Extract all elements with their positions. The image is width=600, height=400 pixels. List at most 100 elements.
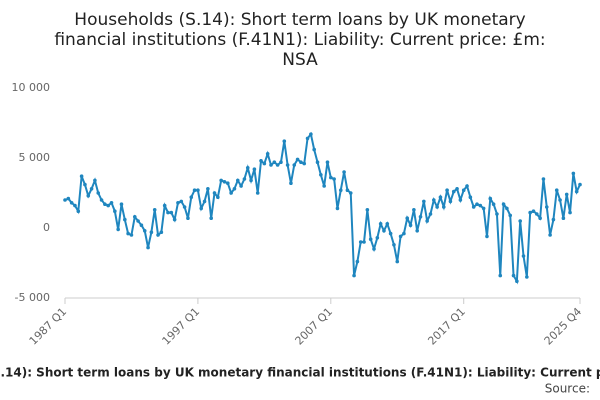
point bbox=[69, 201, 74, 205]
point bbox=[495, 212, 499, 216]
point bbox=[126, 231, 130, 236]
chart-title: financial institutions (F.41N1): Liabili… bbox=[54, 30, 545, 50]
point bbox=[96, 191, 101, 195]
point bbox=[123, 217, 127, 222]
point bbox=[498, 273, 503, 278]
point bbox=[129, 233, 134, 237]
point bbox=[402, 231, 406, 236]
point bbox=[511, 273, 516, 278]
point bbox=[508, 213, 513, 218]
point bbox=[564, 192, 569, 197]
point bbox=[458, 198, 463, 202]
point bbox=[405, 216, 410, 220]
point bbox=[93, 178, 97, 183]
point bbox=[515, 279, 519, 284]
point bbox=[272, 160, 277, 164]
point bbox=[392, 243, 396, 247]
point bbox=[202, 199, 207, 204]
point bbox=[325, 160, 330, 164]
point bbox=[568, 210, 572, 215]
x-tick-group: 1987 Q1 bbox=[27, 305, 70, 348]
point bbox=[79, 174, 84, 178]
x-tick-label: 1997 Q1 bbox=[160, 305, 203, 348]
x-tick-group: 2017 Q1 bbox=[425, 305, 468, 348]
point bbox=[352, 273, 356, 278]
point bbox=[119, 202, 124, 206]
point bbox=[329, 175, 333, 180]
point bbox=[265, 152, 270, 156]
point bbox=[375, 236, 380, 240]
point bbox=[428, 212, 433, 216]
y-tick-label: -5 000 bbox=[15, 291, 50, 304]
point bbox=[73, 203, 77, 208]
point bbox=[159, 230, 164, 234]
point bbox=[136, 219, 140, 223]
point bbox=[525, 275, 529, 279]
point bbox=[422, 199, 426, 204]
point bbox=[461, 188, 466, 192]
point bbox=[152, 208, 157, 212]
point bbox=[378, 222, 383, 226]
point bbox=[169, 210, 174, 215]
point bbox=[86, 194, 91, 198]
point bbox=[372, 247, 376, 251]
point bbox=[242, 177, 247, 181]
point bbox=[275, 163, 280, 167]
point bbox=[415, 229, 419, 233]
point bbox=[319, 173, 323, 177]
y-tick-label: 10 000 bbox=[12, 81, 51, 94]
point bbox=[245, 166, 250, 170]
point bbox=[558, 198, 562, 202]
point bbox=[192, 188, 197, 192]
source: Source: bbox=[545, 382, 590, 396]
point bbox=[382, 229, 386, 233]
point bbox=[388, 231, 393, 236]
point bbox=[166, 210, 170, 215]
point bbox=[551, 217, 556, 222]
point bbox=[249, 178, 253, 183]
point bbox=[521, 254, 526, 258]
point bbox=[574, 189, 579, 194]
point bbox=[149, 230, 154, 234]
point bbox=[83, 182, 87, 187]
point bbox=[285, 163, 290, 167]
point bbox=[505, 206, 509, 211]
point bbox=[222, 180, 227, 184]
point bbox=[235, 178, 240, 183]
point bbox=[478, 203, 483, 208]
point bbox=[338, 188, 343, 192]
point bbox=[252, 167, 257, 171]
point bbox=[475, 202, 479, 206]
x-tick-label: 1987 Q1 bbox=[27, 305, 70, 348]
x-tick-group: 2025 Q4 bbox=[542, 305, 585, 348]
point bbox=[132, 215, 137, 219]
point bbox=[322, 184, 326, 188]
point bbox=[279, 160, 283, 164]
point bbox=[538, 216, 542, 220]
point bbox=[491, 202, 496, 206]
point bbox=[554, 188, 559, 192]
point bbox=[561, 216, 566, 220]
point bbox=[455, 187, 459, 191]
point bbox=[355, 259, 360, 264]
point bbox=[312, 147, 316, 152]
point bbox=[103, 202, 107, 206]
point bbox=[66, 196, 71, 201]
point bbox=[186, 216, 190, 220]
point bbox=[365, 208, 370, 212]
point bbox=[199, 206, 204, 211]
point bbox=[441, 205, 446, 209]
point bbox=[299, 160, 303, 164]
point bbox=[432, 198, 436, 202]
point bbox=[113, 209, 117, 213]
point bbox=[189, 195, 194, 199]
point bbox=[451, 189, 456, 194]
point bbox=[448, 199, 453, 204]
point bbox=[116, 227, 120, 232]
point bbox=[305, 136, 310, 141]
point bbox=[212, 191, 217, 195]
point bbox=[209, 216, 213, 220]
point bbox=[176, 201, 180, 205]
point bbox=[99, 198, 104, 202]
